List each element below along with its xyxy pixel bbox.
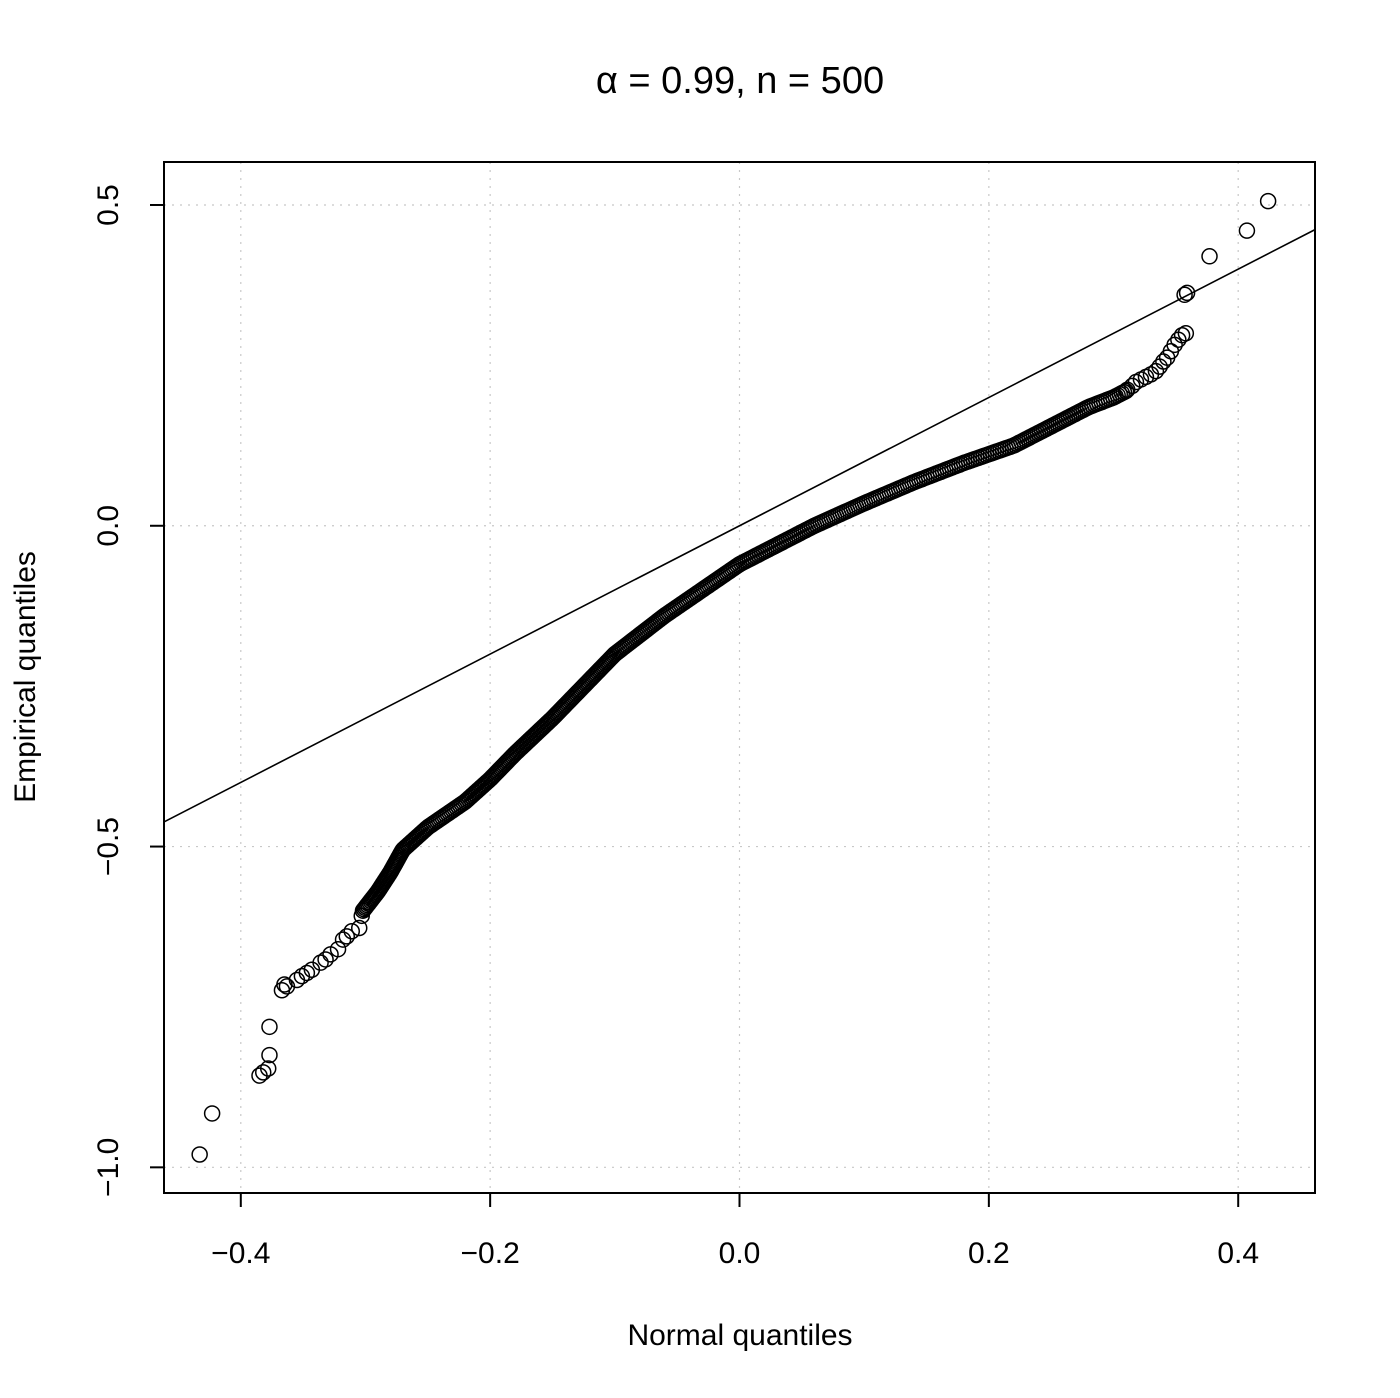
x-tick-label: −0.4 <box>211 1237 270 1270</box>
data-point <box>1123 377 1141 395</box>
data-point <box>1238 222 1256 239</box>
data-point <box>254 1064 272 1081</box>
data-point <box>317 951 334 968</box>
data-point <box>1178 284 1196 302</box>
data-point <box>191 1146 208 1163</box>
chart-title: α = 0.99, n = 500 <box>596 60 884 102</box>
data-point <box>350 919 368 937</box>
x-axis: −0.4 −0.2 0.0 0.2 0.4 <box>211 1192 1259 1270</box>
y-tick-label: −0.5 <box>92 817 125 876</box>
plot-frame <box>163 161 1316 1194</box>
x-tick-label: 0.2 <box>968 1237 1010 1270</box>
data-point <box>1176 286 1193 304</box>
data-point <box>1259 192 1277 210</box>
x-tick-label: 0.0 <box>719 1237 761 1270</box>
data-point <box>203 1105 221 1122</box>
data-point <box>1151 358 1168 375</box>
data-point <box>334 931 352 948</box>
data-point <box>298 964 316 982</box>
y-axis-title: Empirical quantiles <box>9 551 42 803</box>
data-point <box>338 928 356 945</box>
data-point <box>276 976 293 993</box>
data-point <box>259 1060 277 1077</box>
data-point <box>312 954 329 971</box>
data-point <box>1173 326 1191 344</box>
data-point <box>1115 383 1133 401</box>
data-points <box>191 192 1277 1163</box>
reference-line <box>163 228 1316 823</box>
x-tick-label: 0.4 <box>1217 1237 1259 1270</box>
y-tick-label: −1.0 <box>92 1138 125 1197</box>
x-axis-title: Normal quantiles <box>627 1319 852 1352</box>
y-axis: −1.0 −0.5 0.0 0.5 <box>92 184 165 1197</box>
data-point <box>343 922 361 940</box>
data-point <box>1155 353 1172 370</box>
x-tick-label: −0.2 <box>461 1237 520 1270</box>
data-point <box>1117 382 1135 400</box>
data-point <box>261 1046 278 1064</box>
data-point <box>1201 248 1218 265</box>
data-point <box>261 1018 278 1036</box>
grid <box>164 162 1315 1193</box>
data-point <box>329 940 347 958</box>
y-tick-label: 0.0 <box>92 505 125 547</box>
data-point <box>1177 325 1195 342</box>
y-tick-label: 0.5 <box>92 184 125 226</box>
